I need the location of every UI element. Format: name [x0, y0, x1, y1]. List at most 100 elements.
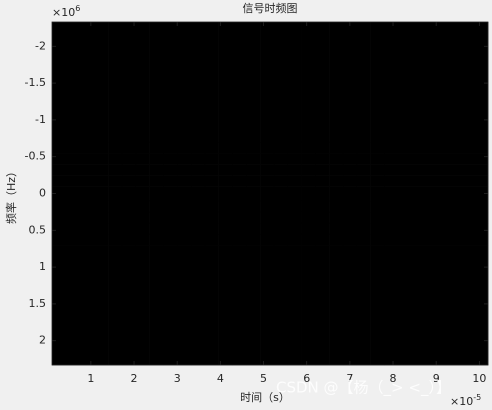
heatmap-cell [342, 245, 358, 366]
heatmap-cell [163, 175, 178, 187]
heatmap-cell [135, 222, 150, 235]
y-tick-label: -0.5 [25, 150, 46, 163]
heatmap-cell [177, 164, 192, 176]
heatmap-cell [108, 233, 123, 246]
heatmap-cell [384, 186, 489, 202]
x-tick-label: 1 [87, 372, 94, 385]
heatmap-cell [52, 141, 109, 154]
heatmap-cell [232, 164, 247, 176]
heatmap-cell [273, 245, 288, 366]
heatmap-cell [384, 164, 489, 176]
heatmap-cell [246, 245, 261, 366]
heatmap-cell [342, 233, 358, 246]
heatmap-cell [135, 153, 150, 165]
y-multiplier: ×106 [52, 4, 80, 20]
heatmap-cell [149, 233, 164, 246]
heatmap-cell [177, 233, 192, 246]
heatmap-cell [163, 22, 178, 143]
heatmap-cell [135, 245, 150, 366]
heatmap-cell [232, 22, 247, 143]
heatmap-cell [301, 233, 316, 246]
heatmap-cell [329, 211, 344, 224]
heatmap-cell [342, 211, 358, 224]
heatmap-cell [329, 153, 344, 165]
y-tick-label: 0.5 [29, 223, 47, 236]
heatmap-cell [342, 175, 358, 187]
heatmap-cell [204, 211, 219, 224]
heatmap-cell [121, 22, 137, 143]
heatmap-cell [121, 200, 137, 213]
heatmap-cell [301, 211, 316, 224]
heatmap-cell [218, 245, 233, 366]
heatmap-cell [273, 222, 288, 235]
heatmap-cell [246, 141, 261, 154]
heatmap-cell [315, 233, 330, 246]
heatmap-cell [287, 175, 302, 187]
heatmap-cell [52, 153, 109, 165]
heatmap-cell [329, 245, 344, 366]
y-tick-label: -1.5 [25, 76, 46, 89]
heatmap-cell [204, 153, 219, 165]
heatmap-cell [52, 233, 109, 246]
x-multiplier-exponent: -5 [473, 393, 481, 402]
heatmap-cell [356, 22, 371, 143]
heatmap-cell [232, 211, 247, 224]
heatmap-cell [218, 22, 233, 143]
heatmap-cell [121, 222, 137, 235]
heatmap-cell [177, 211, 192, 224]
heatmap-cell [287, 200, 302, 213]
watermark: CSDN @【杨（_> <_）】 [276, 379, 451, 398]
heatmap-cell [315, 141, 330, 154]
heatmap-cell [384, 245, 489, 366]
heatmap-cell [218, 233, 233, 246]
heatmap-cell [273, 153, 288, 165]
heatmap-cell [246, 22, 261, 143]
heatmap-cell [260, 141, 275, 154]
heatmap-cell [232, 186, 247, 202]
heatmap-cell [191, 222, 206, 235]
heatmap-cell [121, 153, 137, 165]
heatmap-cell [135, 164, 150, 176]
x-tick-label: 5 [260, 372, 267, 385]
heatmap-cell [121, 186, 137, 202]
heatmap-cell [191, 245, 206, 366]
heatmap-cell [273, 233, 288, 246]
x-tick-label: 4 [217, 372, 224, 385]
heatmap-cell [384, 153, 489, 165]
heatmap-cell [370, 22, 385, 143]
heatmap-cell [232, 153, 247, 165]
heatmap-cell [191, 141, 206, 154]
heatmap-cell [246, 211, 261, 224]
heatmap-cell [273, 186, 288, 202]
heatmap-cell [384, 222, 489, 235]
heatmap-cell [108, 22, 123, 143]
heatmap-cell [135, 186, 150, 202]
heatmap-cell [260, 175, 275, 187]
heatmap-cell [384, 175, 489, 187]
heatmap-cell [52, 186, 109, 202]
y-tick-label: 1 [39, 260, 46, 273]
y-tick-label: 1.5 [29, 297, 47, 310]
heatmap-cell [177, 200, 192, 213]
heatmap-cell [329, 200, 344, 213]
heatmap-cell [246, 186, 261, 202]
heatmap-cell [177, 222, 192, 235]
heatmap-cell [135, 141, 150, 154]
y-tick-label: -2 [35, 39, 46, 52]
heatmap-cell [260, 200, 275, 213]
heatmap-cell [52, 175, 109, 187]
heatmap-cell [246, 200, 261, 213]
heatmap-cell [218, 141, 233, 154]
heatmap-cell [370, 141, 385, 154]
heatmap-cell [218, 200, 233, 213]
heatmap-cell [287, 222, 302, 235]
x-axis-label: 时间（s） [240, 391, 290, 404]
heatmap-cell [356, 175, 371, 187]
heatmap-cell [301, 175, 316, 187]
heatmap-cell [329, 164, 344, 176]
heatmap-cell [108, 153, 123, 165]
heatmap-cell [260, 22, 275, 143]
heatmap-cell [218, 211, 233, 224]
heatmap-cell [329, 141, 344, 154]
heatmap-cell [315, 164, 330, 176]
